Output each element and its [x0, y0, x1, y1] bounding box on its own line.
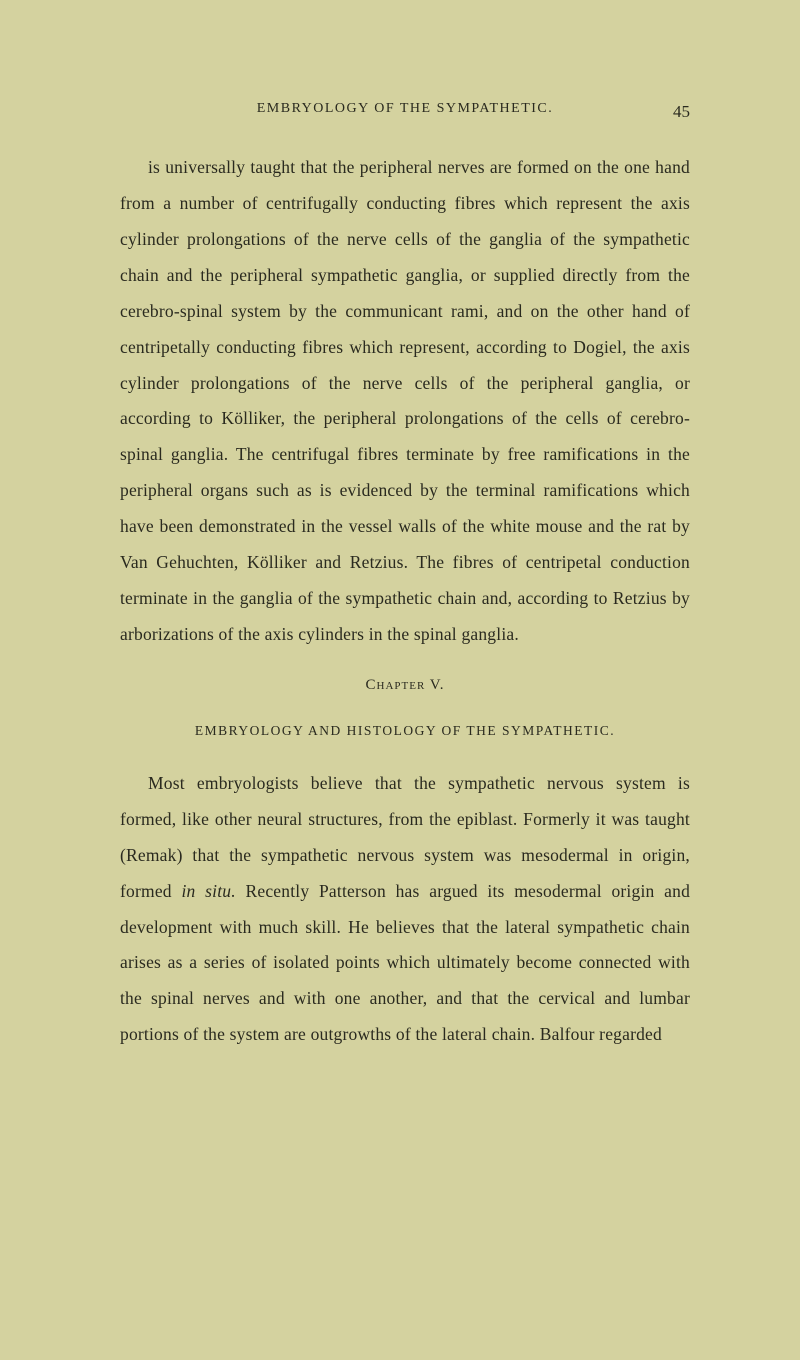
paragraph2-part2: Recently Patterson has argued its mesode… [120, 881, 690, 1045]
chapter-heading: Chapter V. [120, 671, 690, 700]
body-paragraph-1: is universally taught that the periphera… [120, 150, 690, 652]
page-number: 45 [673, 95, 690, 128]
header-title: EMBRYOLOGY OF THE SYMPATHETIC. [257, 95, 554, 122]
page-header: EMBRYOLOGY OF THE SYMPATHETIC. 45 [120, 95, 690, 122]
section-heading: EMBRYOLOGY AND HISTOLOGY OF THE SYMPATHE… [120, 718, 690, 744]
body-paragraph-2: Most embryologists believe that the symp… [120, 766, 690, 1053]
paragraph2-italic: in situ. [181, 881, 235, 901]
